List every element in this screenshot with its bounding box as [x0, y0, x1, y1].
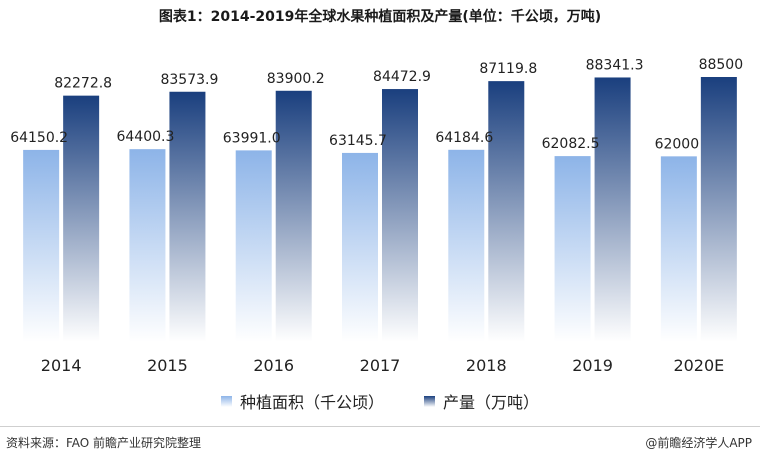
output-value-label-2017: 84472.9: [373, 69, 431, 85]
area-bar-2015: [129, 149, 166, 342]
area-bar-2016: [235, 150, 272, 342]
area-bar-2018: [448, 149, 485, 342]
legend: 种植面积（千公顷） 产量（万吨）: [0, 389, 760, 413]
output-value-label-2018: 87119.8: [479, 61, 537, 77]
x-tick-label-2020E: 2020E: [673, 356, 724, 375]
output-value-label-2014: 82272.8: [54, 76, 112, 92]
area-value-label-2018: 64184.6: [435, 130, 493, 146]
area-bar-2020E: [660, 156, 697, 342]
legend-item-area: 种植面积（千公顷）: [220, 389, 384, 413]
output-bar-2014: [63, 95, 100, 342]
x-tick-label-2016: 2016: [253, 356, 294, 375]
chart-title: 图表1：2014-2019年全球水果种植面积及产量(单位：千公顷，万吨): [158, 9, 602, 25]
x-tick-label-2019: 2019: [572, 356, 613, 375]
x-tick-label-2015: 2015: [147, 356, 188, 375]
legend-swatch-output: [424, 395, 435, 407]
footer: 资料来源：FAO 前瞻产业研究院整理 @前瞻经济学人APP: [0, 426, 760, 455]
output-bar-2019: [594, 77, 631, 342]
area-value-label-2016: 63991.0: [223, 130, 281, 146]
source-note: 资料来源：FAO 前瞻产业研究院整理: [6, 436, 202, 450]
area-value-label-2014: 64150.2: [10, 130, 68, 146]
area-bar-2017: [342, 152, 378, 342]
legend-swatch-area: [220, 395, 232, 407]
x-tick-label-2018: 2018: [466, 356, 507, 375]
brand-note: @前瞻经济学人APP: [645, 436, 752, 450]
output-bar-2016: [275, 90, 312, 343]
output-value-label-2015: 83573.9: [160, 72, 218, 88]
output-bar-2017: [382, 89, 418, 342]
area-bar-2014: [23, 149, 60, 342]
output-value-label-2016: 83900.2: [267, 71, 325, 87]
legend-label-output: 产量（万吨）: [443, 393, 540, 412]
area-value-label-2017: 63145.7: [329, 133, 387, 149]
x-tick-label-2014: 2014: [41, 356, 82, 375]
area-value-label-2015: 64400.3: [116, 129, 174, 145]
output-value-label-2019: 88341.3: [586, 57, 644, 73]
legend-item-output: 产量（万吨）: [424, 389, 539, 413]
area-value-label-2020E: 62000: [655, 136, 700, 152]
output-bar-2015: [169, 91, 206, 343]
area-bar-2019: [554, 156, 591, 342]
legend-label-area: 种植面积（千公顷）: [239, 393, 384, 412]
area-value-label-2019: 62082.5: [542, 136, 600, 152]
output-bar-2018: [488, 81, 525, 342]
output-value-label-2020E: 88500: [699, 57, 744, 73]
output-bar-2020E: [700, 77, 737, 342]
x-tick-label-2017: 2017: [360, 356, 401, 375]
